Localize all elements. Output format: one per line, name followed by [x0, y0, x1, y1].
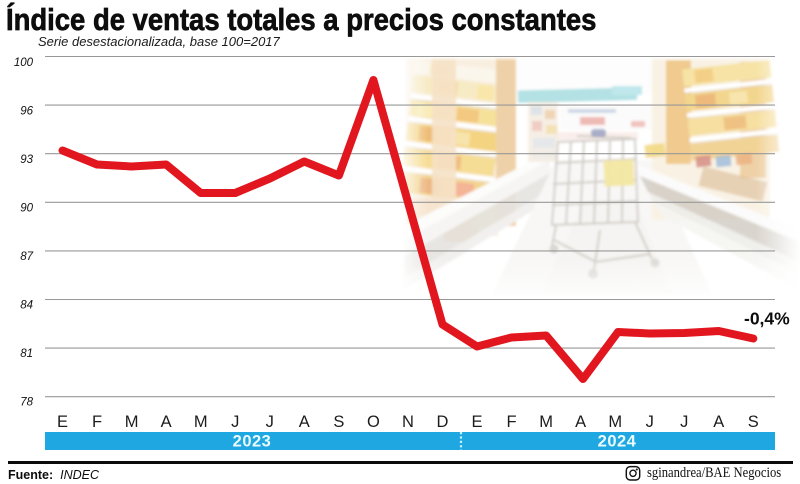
svg-text:F: F — [92, 413, 102, 431]
svg-text:A: A — [575, 413, 586, 431]
svg-text:2024: 2024 — [598, 433, 637, 451]
svg-text:96: 96 — [20, 106, 33, 118]
svg-text:A: A — [713, 413, 724, 431]
svg-text:2023: 2023 — [233, 433, 272, 451]
svg-text:J: J — [266, 413, 274, 431]
svg-text:S: S — [748, 413, 759, 431]
svg-text:87: 87 — [20, 251, 33, 263]
svg-text:M: M — [539, 413, 553, 431]
svg-text:A: A — [161, 413, 172, 431]
svg-text:M: M — [608, 413, 622, 431]
svg-text:J: J — [646, 413, 654, 431]
svg-text:F: F — [506, 413, 516, 431]
svg-text:100: 100 — [14, 57, 34, 69]
svg-text:J: J — [231, 413, 239, 431]
svg-text:S: S — [333, 413, 344, 431]
svg-text:M: M — [125, 413, 139, 431]
svg-text:N: N — [402, 413, 414, 431]
svg-text:78: 78 — [20, 397, 33, 409]
svg-text:M: M — [194, 413, 208, 431]
svg-text:J: J — [680, 413, 688, 431]
svg-text:E: E — [57, 413, 68, 431]
svg-text:93: 93 — [20, 154, 33, 166]
svg-text:O: O — [367, 413, 380, 431]
svg-text:-0,4%: -0,4% — [744, 309, 790, 329]
svg-text:E: E — [471, 413, 482, 431]
svg-text:A: A — [299, 413, 310, 431]
svg-text:90: 90 — [20, 203, 33, 215]
svg-text:81: 81 — [20, 348, 33, 360]
svg-text:84: 84 — [20, 300, 33, 312]
svg-text:D: D — [437, 413, 449, 431]
